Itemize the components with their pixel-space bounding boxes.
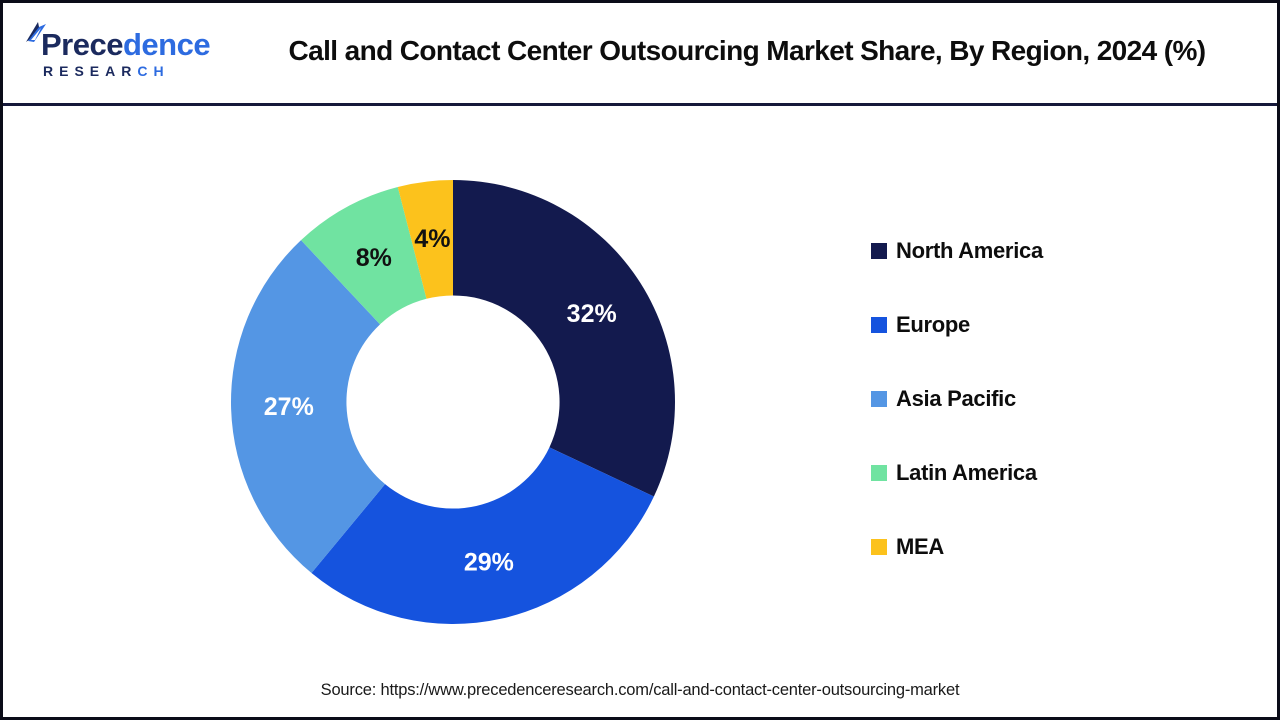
logo-wordmark: Precedence xyxy=(27,29,223,60)
legend-label-europe: Europe xyxy=(896,312,970,337)
leaf-icon xyxy=(26,21,46,42)
legend-swatch-europe xyxy=(871,317,887,333)
legend-swatch-asia-pacific xyxy=(871,391,887,407)
legend-label-north-america: North America xyxy=(896,238,1043,263)
logo-sub-part2: CH xyxy=(137,62,170,79)
legend-label-asia-pacific: Asia Pacific xyxy=(896,386,1016,411)
legend-label-mea: MEA xyxy=(896,534,944,559)
logo-word-part2: dence xyxy=(122,26,211,62)
chart-title: Call and Contact Center Outsourcing Mark… xyxy=(288,35,1206,66)
donut-chart: 32% 29% 27% 8% 4% xyxy=(230,180,675,625)
legend-swatch-mea xyxy=(871,539,887,555)
logo-word-part1: Prece xyxy=(41,26,123,62)
donut-segment-north-america xyxy=(453,180,675,497)
legend-item-north-america: North America xyxy=(871,237,1043,265)
legend-item-europe: Europe xyxy=(871,311,1043,339)
source-text: Source: https://www.precedenceresearch.c… xyxy=(320,681,960,699)
legend: North America Europe Asia Pacific Latin Ame… xyxy=(871,237,1043,561)
logo-subtitle: RESEARCH xyxy=(27,64,223,78)
logo-sub-part1: RESEAR xyxy=(43,62,138,79)
slice-label-north-america: 32% xyxy=(567,300,617,328)
legend-item-asia-pacific: Asia Pacific xyxy=(871,385,1043,413)
slice-label-europe: 29% xyxy=(464,548,514,576)
donut-segment-latin-america xyxy=(301,186,427,325)
slice-label-latin-america: 8% xyxy=(356,244,392,272)
donut-segment-asia-pacific xyxy=(230,240,386,574)
slice-label-mea: 4% xyxy=(414,225,450,253)
legend-swatch-latin-america xyxy=(871,465,887,481)
header: Precedence RESEARCH Call and Contact Cen… xyxy=(3,3,1277,106)
slice-label-asia-pacific: 27% xyxy=(264,393,314,421)
legend-item-latin-america: Latin America xyxy=(871,459,1043,487)
donut-segment-mea xyxy=(397,180,453,299)
legend-swatch-north-america xyxy=(871,243,887,259)
precedence-research-logo: Precedence RESEARCH xyxy=(26,21,223,78)
donut-chart-area: 32% 29% 27% 8% 4% xyxy=(225,174,681,630)
legend-label-latin-america: Latin America xyxy=(896,460,1037,485)
donut-segment-europe xyxy=(311,447,654,625)
legend-item-mea: MEA xyxy=(871,533,1043,561)
